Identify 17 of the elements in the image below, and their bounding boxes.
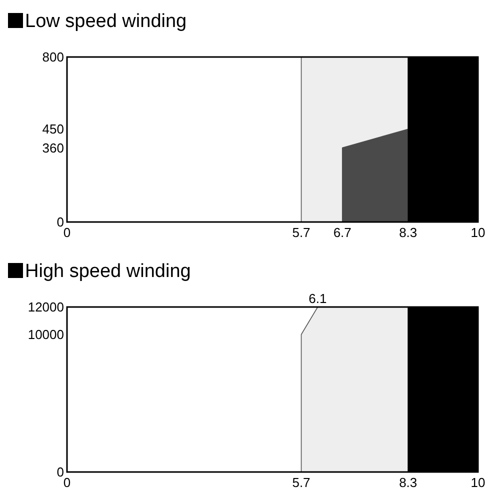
x-tick-label: 10 [470,225,486,240]
y-tick-label: 450 [42,122,64,137]
y-tick-label: 10000 [28,327,64,342]
y-tick-label: 12000 [28,300,64,315]
x-tick-label: 6.7 [333,225,352,240]
y-tick-label: 800 [42,50,64,65]
y-tick-label: 360 [42,140,64,156]
x-tick-label: 5.7 [292,475,310,490]
chart-title: High speed winding [25,261,191,282]
chart-title: Low speed winding [25,11,187,32]
y-tick-label: 0 [56,214,64,230]
x-tick-label: 5.7 [292,225,310,240]
y-tick-label: 0 [56,464,64,480]
x-tick-label: 8.3 [399,475,418,490]
x-tick-label: 8.3 [399,225,418,240]
annotation: 6.1 [308,291,327,306]
x-tick-label: 10 [470,475,486,490]
